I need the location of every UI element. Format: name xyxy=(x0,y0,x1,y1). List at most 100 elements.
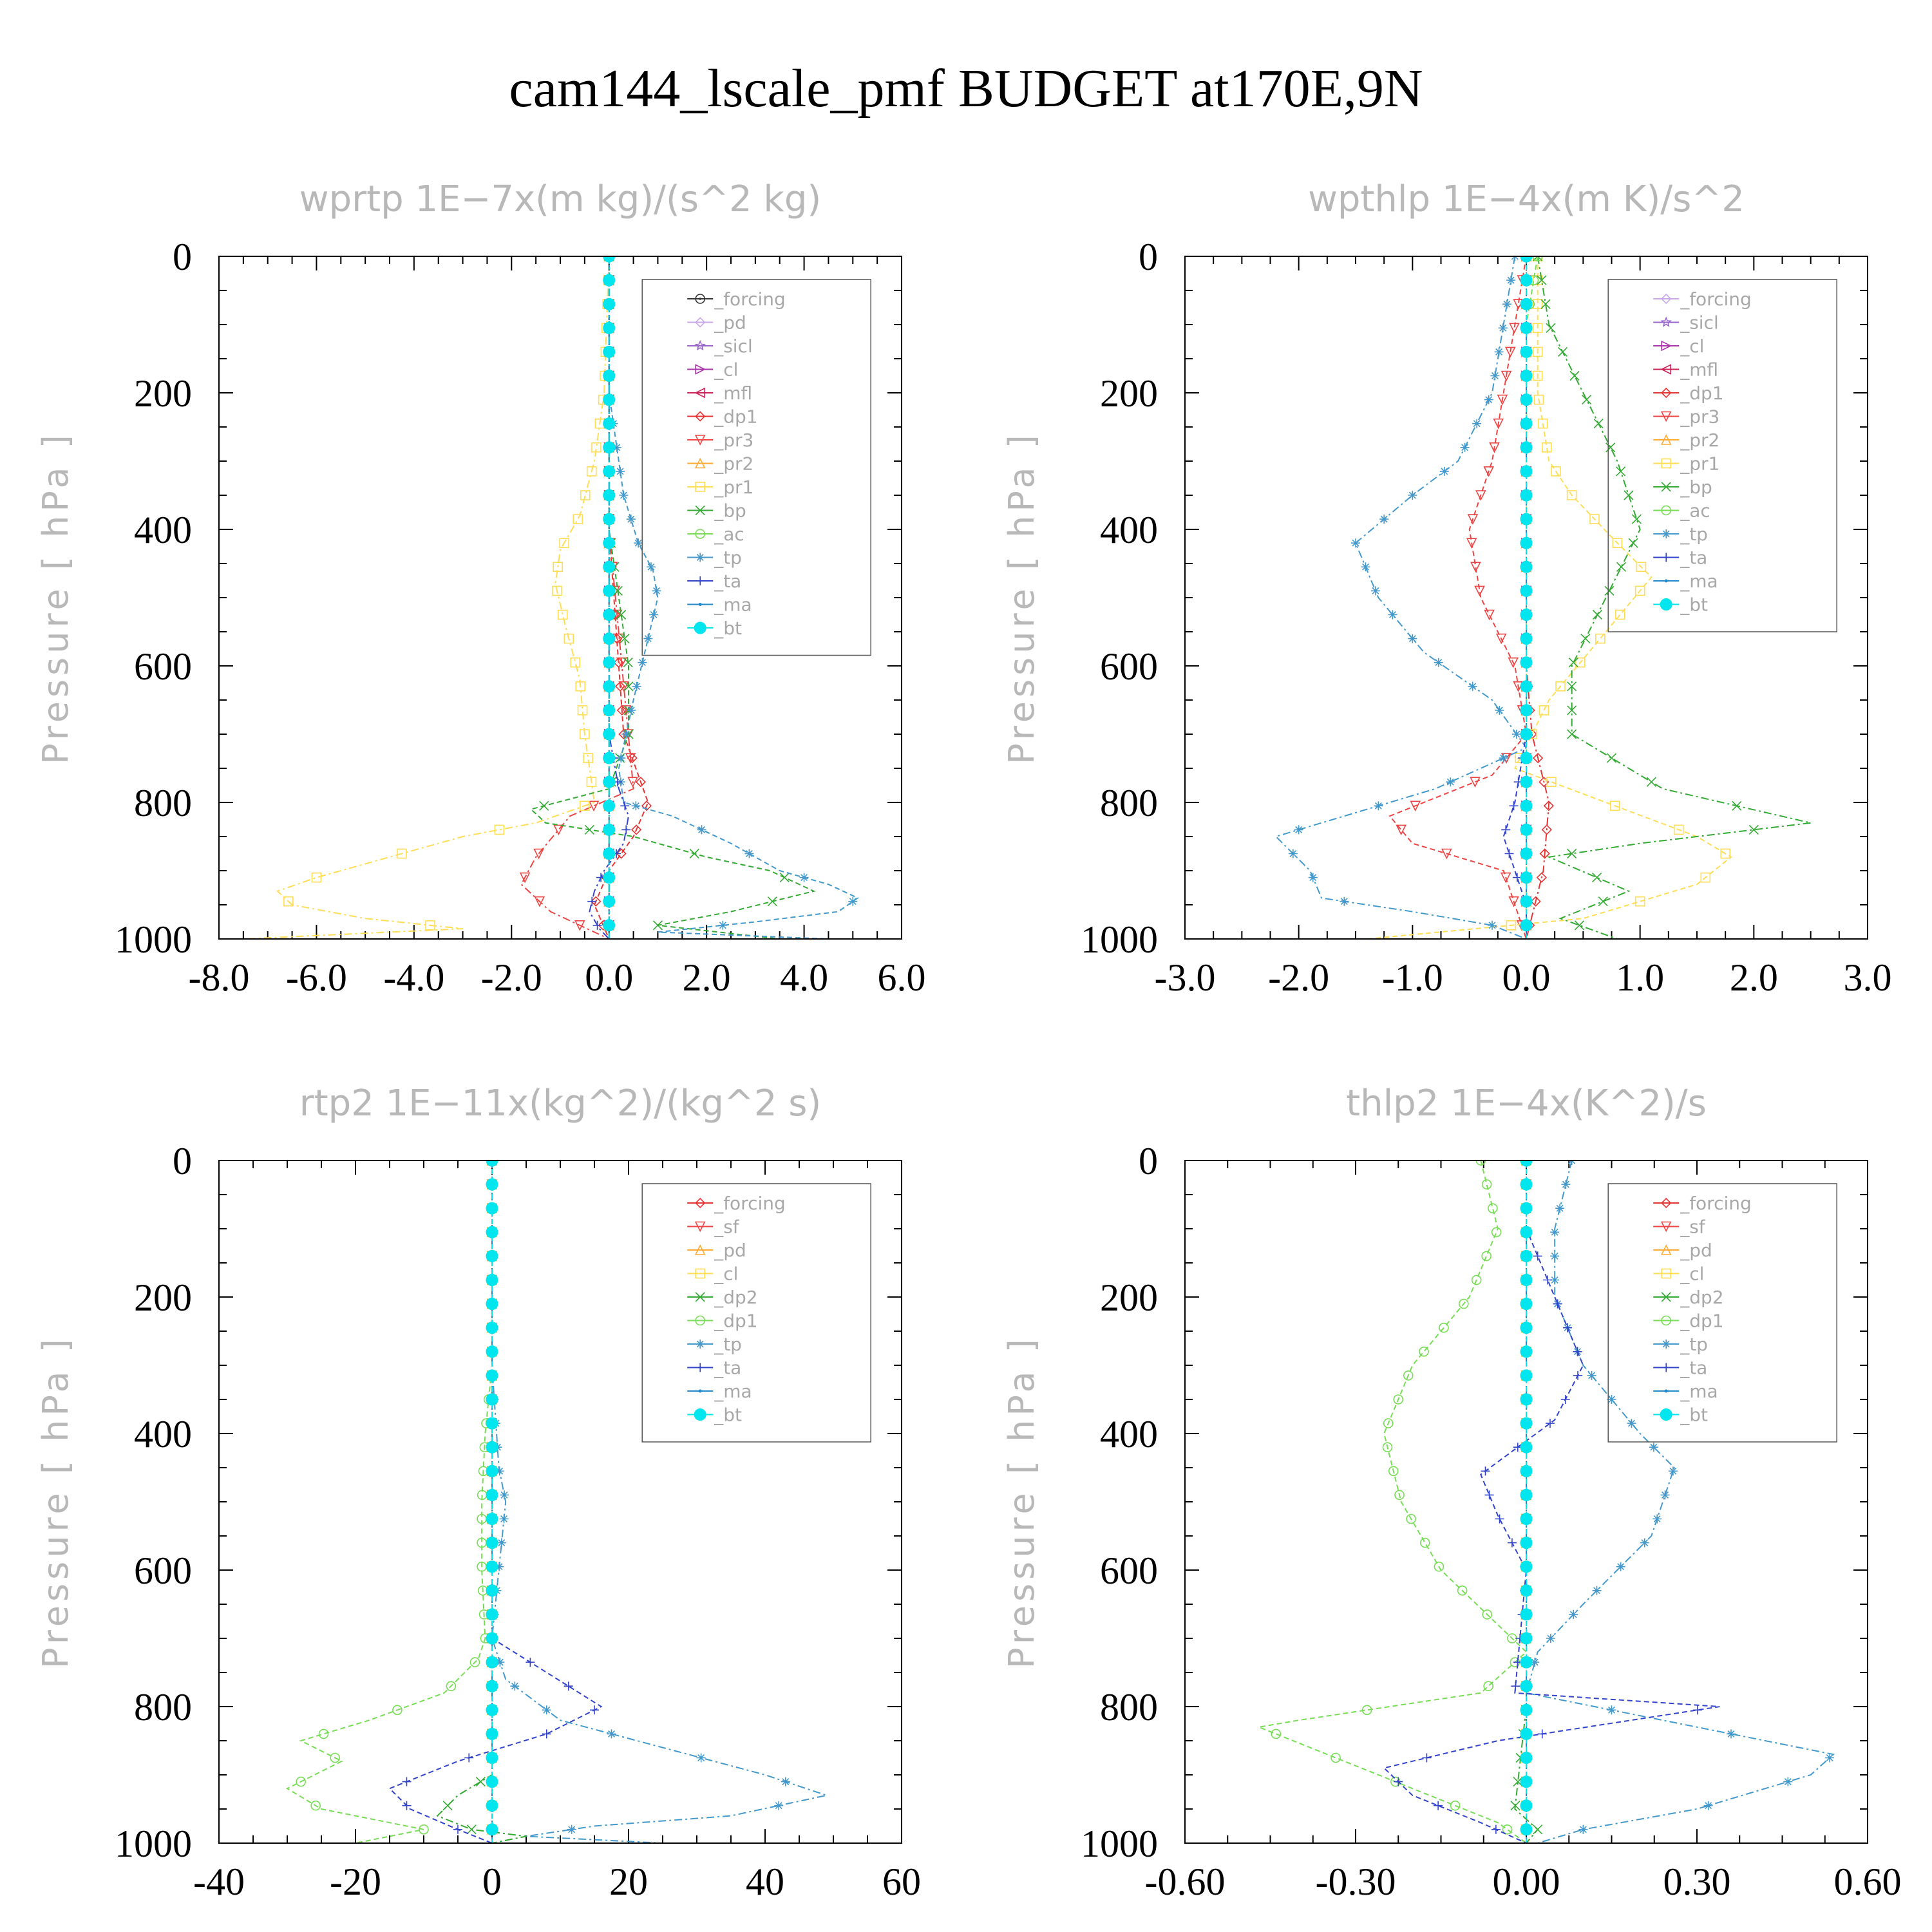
data-point xyxy=(1520,848,1533,860)
data-point xyxy=(1520,1441,1533,1454)
data-point xyxy=(1567,848,1577,859)
data-point xyxy=(486,1249,498,1262)
legend-item: _tp xyxy=(687,547,742,569)
data-point xyxy=(1271,1728,1282,1739)
series-line xyxy=(1537,256,1811,939)
data-point xyxy=(1631,514,1642,524)
data-point xyxy=(592,920,602,930)
data-point xyxy=(1574,920,1585,931)
legend-label: _cl xyxy=(1680,336,1704,357)
axis-frame xyxy=(1184,256,1868,940)
data-point xyxy=(1660,1490,1670,1500)
data-point xyxy=(1520,1393,1533,1406)
legend-label: _pr1 xyxy=(714,477,753,498)
data-point xyxy=(1557,346,1568,357)
data-point xyxy=(848,896,858,906)
data-point xyxy=(1351,538,1360,548)
data-point xyxy=(1592,1586,1602,1595)
legend-item: _ac xyxy=(1653,500,1710,522)
data-point xyxy=(1575,657,1586,668)
data-point xyxy=(486,1202,498,1215)
data-point xyxy=(1640,1538,1649,1548)
series-line xyxy=(520,256,634,939)
legend-label: _bp xyxy=(714,500,746,522)
data-point xyxy=(1533,1824,1543,1835)
data-point xyxy=(1520,1823,1533,1836)
data-point xyxy=(1520,1274,1533,1286)
data-point xyxy=(1494,347,1504,357)
y-axis-label: Pressure [ hPa ] xyxy=(35,431,76,764)
data-point xyxy=(1748,824,1759,835)
legend-item: _sicl xyxy=(1653,312,1719,334)
data-point xyxy=(1484,395,1493,404)
data-point xyxy=(1634,585,1645,596)
data-point xyxy=(1403,1370,1414,1381)
data-point xyxy=(1573,1347,1582,1356)
data-point xyxy=(603,895,616,908)
data-point xyxy=(1616,562,1627,572)
data-point xyxy=(1520,1249,1533,1262)
data-point xyxy=(603,274,616,287)
data-point xyxy=(1500,872,1511,884)
data-point xyxy=(1495,633,1507,645)
axis-ticks xyxy=(218,256,902,940)
data-point xyxy=(1520,871,1533,884)
data-point xyxy=(1520,1321,1533,1334)
data-point xyxy=(446,1681,457,1691)
data-point xyxy=(1567,729,1577,739)
legend-label: _pd xyxy=(1680,1240,1712,1261)
data-point xyxy=(1536,872,1547,883)
data-point xyxy=(1504,346,1516,358)
data-point xyxy=(570,657,580,668)
x-tick-label: -3.0 xyxy=(1155,956,1216,999)
data-point xyxy=(1587,1370,1596,1380)
data-point xyxy=(1634,896,1645,907)
legend-item: _bp xyxy=(687,500,746,522)
data-point xyxy=(1520,1488,1533,1501)
data-point xyxy=(475,1777,486,1787)
data-point xyxy=(1488,1203,1498,1213)
data-point xyxy=(1607,1705,1616,1715)
legend-item: _dp1 xyxy=(687,1311,758,1332)
y-tick-label: 0 xyxy=(1139,1140,1158,1182)
data-point xyxy=(1520,417,1533,430)
legend-label: _cl xyxy=(1680,1264,1704,1285)
legend-label: _forcing xyxy=(1680,289,1752,310)
data-point xyxy=(1533,394,1544,405)
data-point xyxy=(1388,610,1397,620)
data-point xyxy=(1520,536,1533,549)
series-line xyxy=(436,1160,527,1843)
data-point xyxy=(618,681,629,692)
series-line xyxy=(1367,256,1732,939)
chart-panel: rtp2 1E−11x(kg^2)/(kg^2 s) Pressure [ hPa… xyxy=(35,1083,921,1903)
data-point xyxy=(1653,1514,1662,1524)
data-point xyxy=(486,1608,498,1621)
data-point xyxy=(779,873,790,883)
data-point xyxy=(495,1658,505,1667)
legend-item: _pr2 xyxy=(1653,430,1719,451)
legend-label: _ma xyxy=(1680,1381,1718,1402)
legend-label: _ma xyxy=(714,1381,752,1402)
data-point xyxy=(402,1777,412,1786)
y-tick-label: 1000 xyxy=(1081,1823,1158,1865)
legend-label: _mfl xyxy=(714,383,752,404)
legend-item: _bp xyxy=(1653,477,1712,498)
data-point xyxy=(1520,704,1533,717)
data-point xyxy=(1732,800,1742,811)
data-point xyxy=(616,609,627,620)
data-point xyxy=(1543,800,1555,811)
data-point xyxy=(616,705,627,716)
data-point xyxy=(486,1823,498,1836)
data-point xyxy=(1532,346,1543,357)
y-tick-label: 800 xyxy=(1100,1686,1158,1728)
data-point xyxy=(1616,466,1626,477)
data-point xyxy=(1539,848,1550,859)
data-point xyxy=(1370,586,1380,596)
data-point xyxy=(603,752,616,764)
data-point xyxy=(486,1464,498,1477)
data-point xyxy=(616,657,627,668)
data-point xyxy=(1493,418,1504,430)
y-tick-label: 800 xyxy=(134,1686,192,1728)
data-point xyxy=(603,298,616,310)
data-point xyxy=(1520,345,1533,358)
